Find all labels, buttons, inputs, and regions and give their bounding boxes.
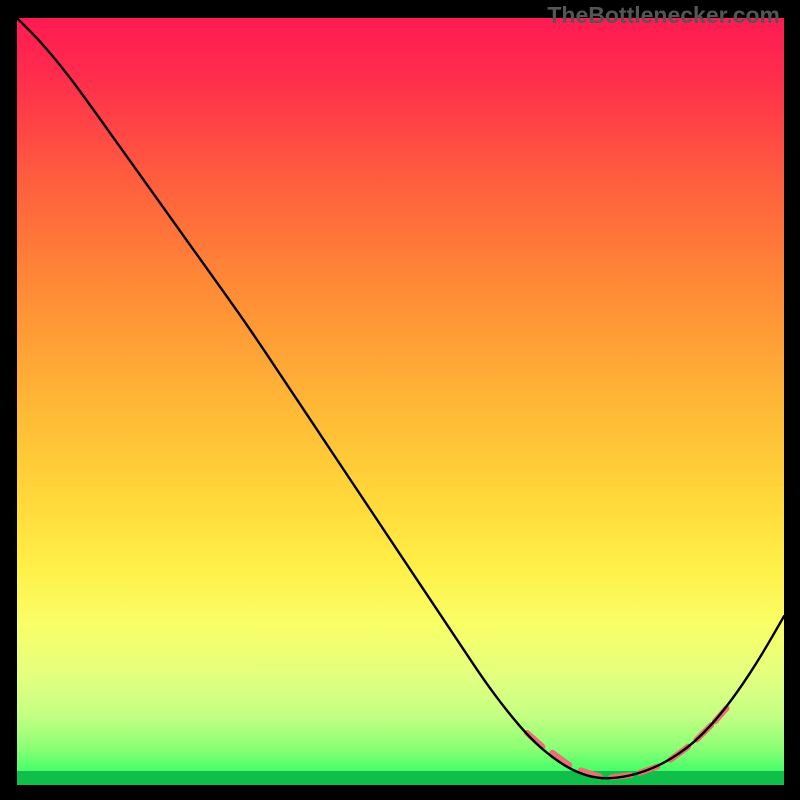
chart-canvas: TheBottlenecker.com [0,0,800,800]
green-bottom-band [17,771,784,785]
gradient-background [17,18,784,785]
plot-area [17,18,784,785]
watermark-text: TheBottlenecker.com [547,2,780,29]
